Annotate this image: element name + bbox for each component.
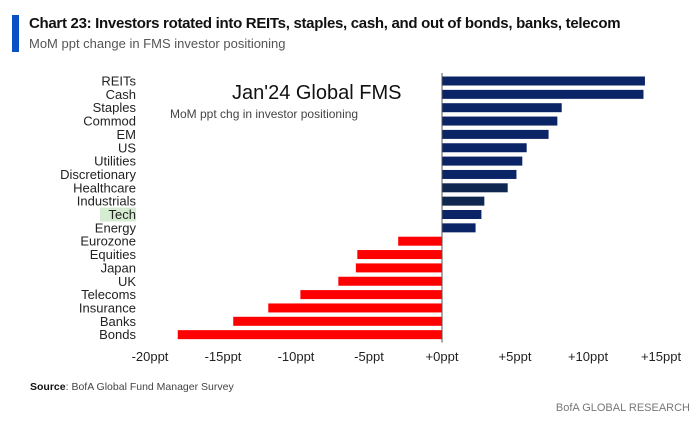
- x-tick-label: -5ppt: [354, 349, 384, 364]
- bar-us: [442, 143, 527, 153]
- category-label: UK: [118, 274, 136, 289]
- bar-industrials: [442, 196, 485, 206]
- category-label: Staples: [93, 100, 137, 115]
- x-tick-label: -10ppt: [278, 349, 315, 364]
- x-tick-label: -20ppt: [132, 349, 169, 364]
- category-label: Japan: [101, 260, 136, 275]
- x-tick-label: +5ppt: [499, 349, 532, 364]
- bar-utilities: [442, 156, 523, 166]
- bar-equities: [357, 250, 442, 260]
- category-label: Tech: [109, 207, 136, 222]
- category-label: Healthcare: [73, 180, 136, 195]
- bar-tech: [442, 210, 482, 219]
- inset-title: Jan'24 Global FMS: [232, 82, 401, 104]
- category-label: Energy: [95, 220, 137, 235]
- title-accent-bar: [12, 15, 19, 52]
- bar-bonds: [177, 330, 443, 340]
- category-label: REITs: [101, 74, 136, 89]
- bar-insurance: [268, 303, 442, 313]
- bar-healthcare: [442, 183, 508, 193]
- bar-commod: [442, 116, 558, 126]
- chart-subtitle: MoM ppt change in FMS investor positioni…: [29, 36, 286, 51]
- inset-subtitle: MoM ppt chg in investor positioning: [170, 107, 358, 121]
- bar-em: [442, 129, 549, 139]
- bar-banks: [233, 316, 442, 326]
- category-label: Telecoms: [81, 287, 136, 302]
- x-tick-label: +0ppt: [426, 349, 459, 364]
- category-label: Bonds: [99, 327, 136, 342]
- category-label: Industrials: [77, 194, 137, 209]
- bar-discretionary: [442, 169, 517, 179]
- category-label: Eurozone: [80, 234, 136, 249]
- category-label: Insurance: [79, 300, 136, 315]
- bar-eurozone: [398, 236, 442, 246]
- category-label: Commod: [83, 114, 136, 129]
- x-tick-label: -15ppt: [205, 349, 242, 364]
- bar-telecoms: [300, 290, 442, 300]
- source-text: : BofA Global Fund Manager Survey: [65, 381, 234, 393]
- category-label: US: [118, 140, 136, 155]
- source-label: Source: [30, 381, 66, 393]
- bar-cash: [442, 89, 644, 99]
- bar-japan: [355, 263, 442, 273]
- category-label: Discretionary: [60, 167, 136, 182]
- category-label: EM: [117, 127, 137, 142]
- source-note: Source: BofA Global Fund Manager Survey: [30, 381, 234, 393]
- brand-watermark: BofA GLOBAL RESEARCH: [555, 402, 690, 414]
- x-tick-label: +10ppt: [568, 349, 609, 364]
- category-label: Banks: [100, 314, 137, 329]
- chart-title: Chart 23: Investors rotated into REITs, …: [29, 15, 621, 32]
- category-highlight: [100, 207, 136, 222]
- x-tick-label: +15ppt: [641, 349, 682, 364]
- category-label: Utilities: [94, 154, 136, 169]
- bar-reits: [442, 76, 645, 86]
- bar-staples: [442, 103, 562, 113]
- category-label: Equities: [90, 247, 137, 262]
- category-label: Cash: [106, 87, 136, 102]
- bar-energy: [442, 223, 476, 233]
- bar-uk: [338, 276, 442, 286]
